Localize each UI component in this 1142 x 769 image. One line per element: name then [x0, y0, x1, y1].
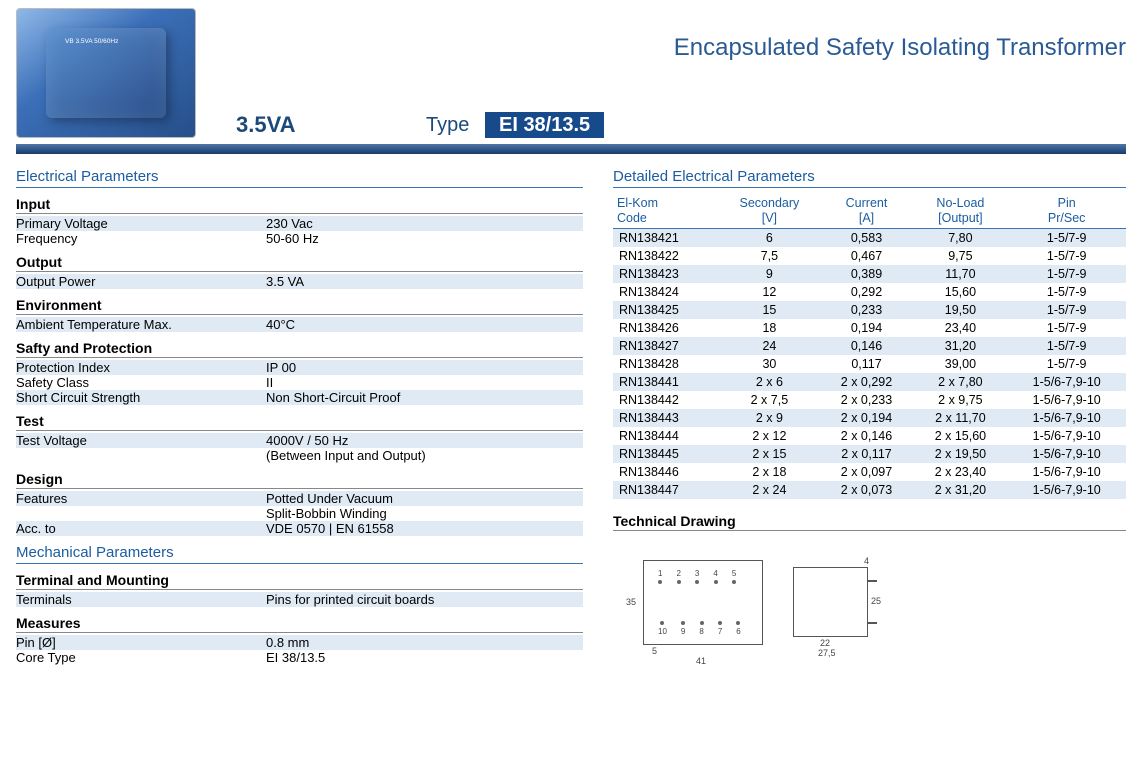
table-row: RN138424120,29215,601-5/7-9 — [613, 283, 1126, 301]
table-row: RN1384442 x 122 x 0,1462 x 15,601-5/6-7,… — [613, 427, 1126, 445]
table-row: RN138428300,11739,001-5/7-9 — [613, 355, 1126, 373]
table-row: RN138426180,19423,401-5/7-9 — [613, 319, 1126, 337]
technical-drawing-title: Technical Drawing — [613, 513, 1126, 531]
group-design: Design — [16, 471, 583, 489]
row-ambient: Ambient Temperature Max.40°C — [16, 317, 583, 332]
technical-drawing: 35 41 5 12345 109876 25 27,5 22 4 — [613, 537, 1126, 667]
row-short-circuit: Short Circuit StrengthNon Short-Circuit … — [16, 390, 583, 405]
divider-bar — [16, 144, 1126, 154]
section-electrical: Electrical Parameters — [16, 168, 583, 188]
group-measures: Measures — [16, 615, 583, 633]
table-row: RN1384422 x 7,52 x 0,2332 x 9,751-5/6-7,… — [613, 391, 1126, 409]
product-image — [16, 8, 196, 138]
group-safety: Safty and Protection — [16, 340, 583, 358]
row-safety-class: Safety ClassII — [16, 375, 583, 390]
group-environment: Environment — [16, 297, 583, 315]
row-primary-voltage: Primary Voltage230 Vac — [16, 216, 583, 231]
table-row: RN13842160,5837,801-5/7-9 — [613, 229, 1126, 248]
th-pin: PinPr/Sec — [1007, 194, 1126, 229]
row-test-voltage: Test Voltage4000V / 50 Hz — [16, 433, 583, 448]
section-detailed: Detailed Electrical Parameters — [613, 168, 1126, 188]
table-row: RN1384412 x 62 x 0,2922 x 7,801-5/6-7,9-… — [613, 373, 1126, 391]
group-output: Output — [16, 254, 583, 272]
th-cur: Current[A] — [820, 194, 914, 229]
row-protection: Protection IndexIP 00 — [16, 360, 583, 375]
table-row: RN13842390,38911,701-5/7-9 — [613, 265, 1126, 283]
row-core: Core TypeEI 38/13.5 — [16, 650, 583, 665]
table-row: RN1384432 x 92 x 0,1942 x 11,701-5/6-7,9… — [613, 409, 1126, 427]
group-terminal: Terminal and Mounting — [16, 572, 583, 590]
table-row: RN138427240,14631,201-5/7-9 — [613, 337, 1126, 355]
row-features: FeaturesPotted Under Vacuum — [16, 491, 583, 506]
table-row: RN1384462 x 182 x 0,0972 x 23,401-5/6-7,… — [613, 463, 1126, 481]
table-row: RN1384452 x 152 x 0,1172 x 19,501-5/6-7,… — [613, 445, 1126, 463]
detailed-table: El-KomCode Secondary[V] Current[A] No-Lo… — [613, 194, 1126, 499]
row-terminals: TerminalsPins for printed circuit boards — [16, 592, 583, 607]
table-row: RN1384472 x 242 x 0,0732 x 31,201-5/6-7,… — [613, 481, 1126, 499]
th-noload: No-Load[Output] — [913, 194, 1007, 229]
group-test: Test — [16, 413, 583, 431]
type-label: Type — [426, 114, 469, 136]
va-rating: 3.5VA — [236, 112, 396, 138]
row-output-power: Output Power3.5 VA — [16, 274, 583, 289]
row-frequency: Frequency50-60 Hz — [16, 231, 583, 246]
section-mechanical: Mechanical Parameters — [16, 544, 583, 564]
page-title: Encapsulated Safety Isolating Transforme… — [216, 34, 1126, 62]
type-value: EI 38/13.5 — [485, 112, 604, 138]
group-input: Input — [16, 196, 583, 214]
row-test-voltage-2: (Between Input and Output) — [16, 448, 583, 463]
row-pin: Pin [Ø]0.8 mm — [16, 635, 583, 650]
th-sec: Secondary[V] — [719, 194, 819, 229]
table-row: RN138425150,23319,501-5/7-9 — [613, 301, 1126, 319]
row-acc: Acc. toVDE 0570 | EN 61558 — [16, 521, 583, 536]
th-code: El-KomCode — [613, 194, 719, 229]
row-features-2: Split-Bobbin Winding — [16, 506, 583, 521]
table-row: RN1384227,50,4679,751-5/7-9 — [613, 247, 1126, 265]
